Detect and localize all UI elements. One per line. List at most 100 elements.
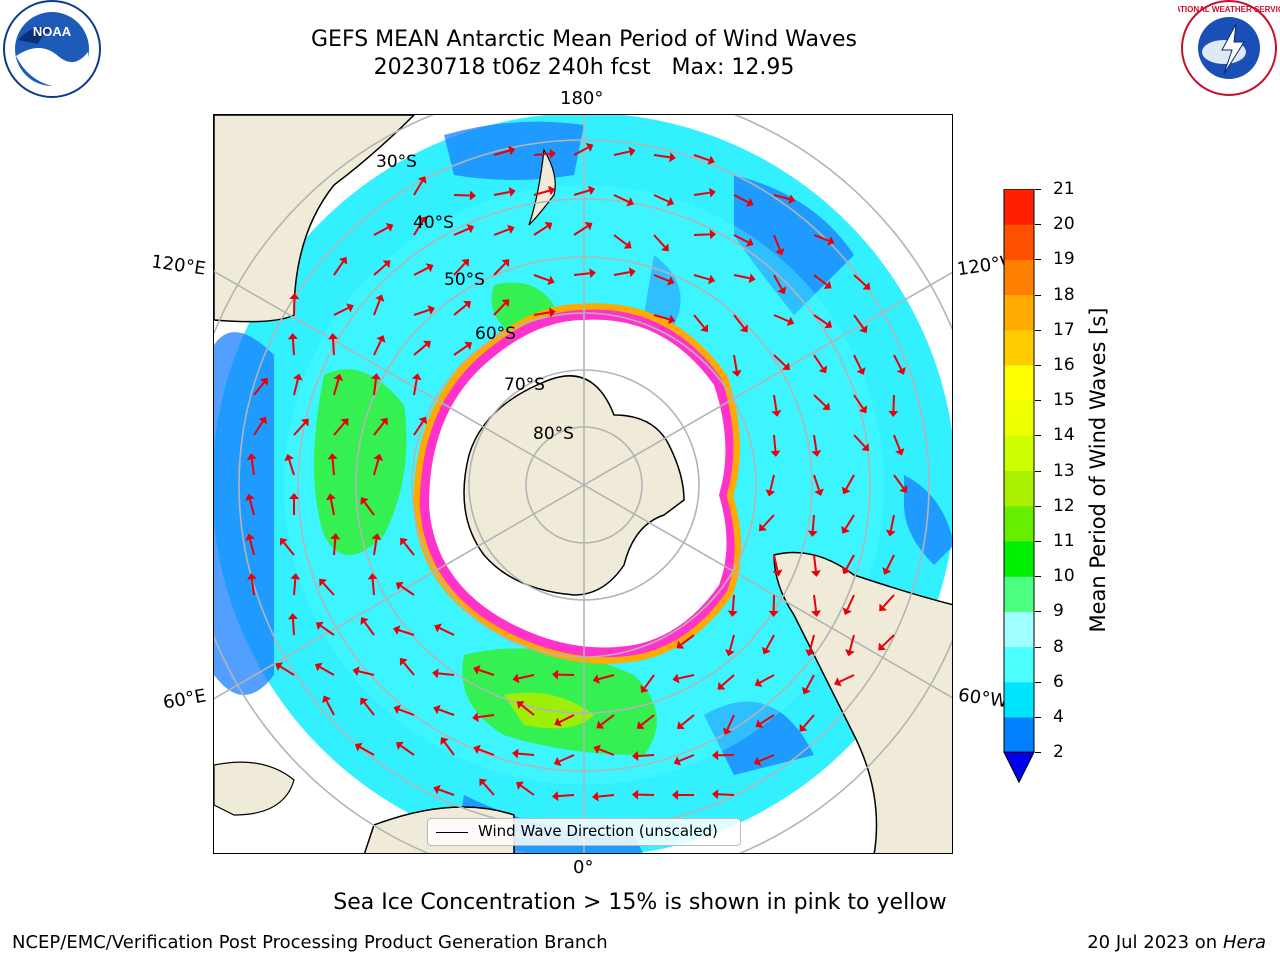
- south-america-land: [773, 551, 952, 853]
- colorbar-tick-2: 2: [1053, 742, 1064, 763]
- wave-direction-arrow-51: [733, 314, 748, 333]
- wave-direction-arrow-159: [440, 737, 455, 756]
- colorbar-segment-8: [1004, 435, 1034, 472]
- wave-direction-arrow-54: [853, 314, 868, 333]
- wave-direction-arrow-8: [493, 187, 516, 197]
- colorbar-tick-4: 4: [1053, 707, 1064, 727]
- wave-direction-arrow-174: [672, 789, 695, 800]
- colorbar-tick-13: 13: [1053, 460, 1075, 481]
- wave-direction-arrow-30: [413, 263, 434, 276]
- wave-direction-arrow-63: [853, 354, 866, 375]
- wave-direction-arrow-11: [613, 194, 634, 207]
- wave-direction-arrow-115: [811, 594, 822, 617]
- wave-direction-arrow-99: [245, 533, 255, 556]
- wave-direction-arrow-170: [516, 781, 535, 796]
- machine-name: Hera: [1222, 932, 1266, 953]
- wave-direction-arrow-156: [799, 714, 815, 732]
- meridian-line-2: [214, 484, 585, 700]
- wave-direction-arrow-141: [754, 674, 775, 688]
- wave-direction-arrow-126: [805, 634, 815, 657]
- wave-direction-arrow-136: [552, 669, 575, 680]
- wave-direction-arrow-47: [493, 299, 510, 316]
- wave-direction-arrow-138: [640, 674, 655, 693]
- high-period-patch-0: [314, 369, 407, 555]
- wave-direction-arrow-61: [773, 354, 790, 371]
- wave-direction-arrow-119: [315, 621, 335, 636]
- lat-label-50s: 50°S: [444, 270, 485, 290]
- wave-direction-arrow-4: [653, 152, 676, 163]
- polar-map: [214, 115, 952, 853]
- wave-direction-arrow-127: [845, 634, 855, 657]
- colorbar-tick-mark-12: [1035, 505, 1041, 507]
- wave-direction-arrow-144: [322, 695, 335, 716]
- nws-logo: NATIONAL WEATHER SERVICE: [1178, 0, 1280, 96]
- wave-direction-arrow-137: [592, 674, 615, 684]
- wave-direction-arrow-131: [352, 666, 375, 677]
- wave-direction-arrow-1: [533, 148, 556, 159]
- colorbar-segment-9: [1004, 400, 1034, 436]
- wave-direction-arrow-90: [893, 474, 908, 493]
- colorbar-tick-17: 17: [1053, 319, 1075, 340]
- colorbar-tick-15: 15: [1053, 390, 1075, 411]
- credit-line: NCEP/EMC/Verification Post Processing Pr…: [12, 932, 608, 953]
- wave-direction-arrow-45: [413, 305, 435, 316]
- wave-direction-arrow-65: [253, 377, 268, 396]
- colorbar-tick-mark-20: [1035, 224, 1041, 226]
- madagascar-land: [214, 761, 295, 816]
- lat-label-40s: 40°S: [413, 213, 454, 233]
- map-frame: [213, 114, 953, 854]
- colorbar-tick-mark-6: [1035, 681, 1041, 683]
- wave-direction-arrow-36: [653, 274, 675, 286]
- wave-direction-arrow-44: [373, 294, 385, 316]
- wave-direction-arrow-0: [493, 145, 516, 156]
- wave-direction-arrow-143: [834, 674, 855, 687]
- wave-direction-arrow-175: [712, 789, 735, 800]
- wave-direction-arrow-80: [811, 434, 822, 457]
- colorbar-tick-mark-18: [1035, 294, 1041, 296]
- colorbar-tick-mark-19: [1035, 259, 1041, 261]
- colorbar-tick-20: 20: [1053, 214, 1075, 235]
- colorbar-tick-mark-2: [1035, 752, 1041, 754]
- wave-direction-arrow-147: [433, 704, 455, 716]
- wave-direction-arrow-104: [772, 554, 783, 577]
- colorbar-under-extension: [1003, 751, 1035, 784]
- wave-direction-arrow-31: [453, 258, 470, 276]
- wave-direction-arrow-154: [722, 714, 735, 736]
- wave-direction-arrow-40: [813, 274, 832, 289]
- colorbar-tick-21: 21: [1053, 179, 1075, 199]
- colorbar-label: Mean Period of Wind Waves [s]: [1086, 307, 1110, 633]
- wave-direction-arrow-96: [807, 514, 818, 537]
- wave-direction-arrow-19: [493, 224, 515, 236]
- wave-direction-arrow-25: [733, 234, 754, 247]
- wave-direction-arrow-93: [326, 493, 336, 516]
- wave-direction-arrow-153: [676, 714, 695, 729]
- colorbar-tick-mark-13: [1035, 470, 1041, 472]
- wave-direction-arrow-121: [393, 625, 415, 636]
- wave-direction-arrow-132: [399, 658, 415, 676]
- colorbar-tick-mark-21: [1035, 189, 1041, 190]
- wave-direction-arrow-71: [813, 394, 831, 411]
- wave-direction-arrow-70: [771, 394, 782, 417]
- wave-direction-arrow-38: [733, 273, 756, 284]
- wave-direction-arrow-130: [314, 662, 335, 676]
- wave-direction-arrow-123: [676, 634, 695, 649]
- wave-direction-arrow-72: [853, 394, 868, 414]
- wave-direction-arrow-60: [731, 354, 742, 377]
- wave-direction-arrow-118: [287, 613, 298, 636]
- wave-direction-arrow-12: [653, 194, 675, 207]
- wave-direction-arrow-5: [693, 154, 715, 165]
- australia-land: [214, 115, 416, 323]
- wave-direction-arrow-14: [733, 194, 754, 207]
- wave-direction-arrow-77: [373, 417, 388, 436]
- wave-direction-arrow-48: [533, 307, 556, 318]
- wave-direction-arrow-117: [879, 594, 895, 612]
- lat-label-70s: 70°S: [504, 375, 545, 395]
- wave-direction-arrow-29: [373, 260, 391, 276]
- colorbar-segment-6: [1004, 505, 1034, 542]
- noaa-logo: NOAA: [3, 0, 101, 98]
- wave-direction-arrow-120: [360, 617, 375, 636]
- lon-label-120e: 120°E: [149, 251, 207, 280]
- wave-direction-arrow-112: [395, 581, 415, 596]
- wave-direction-arrow-172: [592, 791, 615, 802]
